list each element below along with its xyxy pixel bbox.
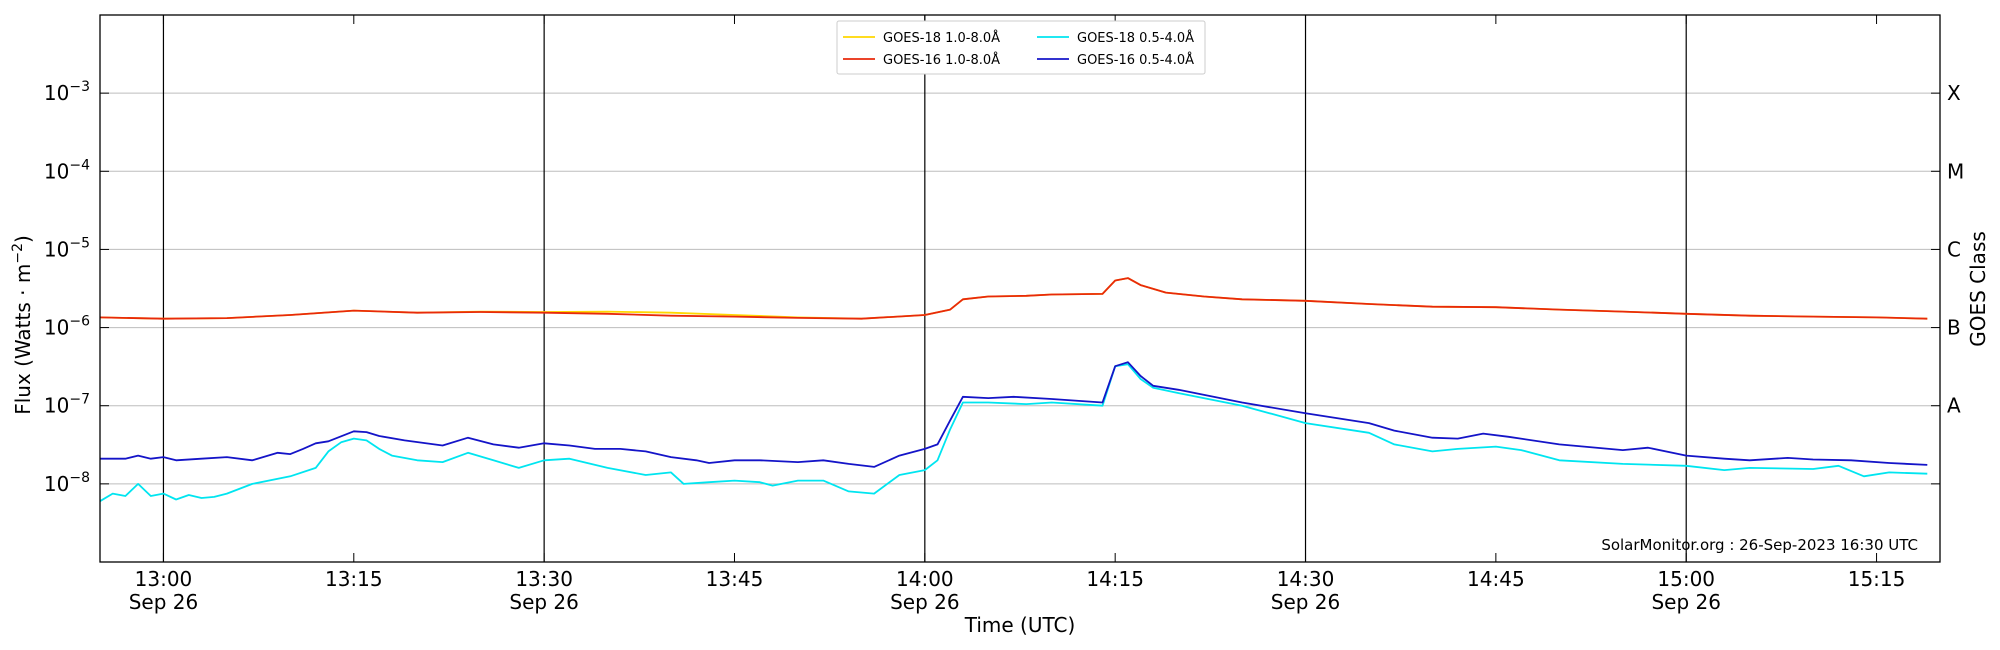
x-axis-label: Time (UTC)	[964, 613, 1076, 637]
y-tick-label: 10−4	[44, 157, 90, 183]
legend-label: GOES-16 0.5-4.0Å	[1077, 52, 1194, 68]
x-tick-sublabel: Sep 26	[129, 590, 199, 614]
x-tick-label: 14:15	[1086, 567, 1144, 591]
data-series	[99, 277, 1928, 502]
y-tick-label: 10−8	[44, 470, 90, 496]
y-axis-label-exponent: −2	[10, 243, 26, 264]
goes-class-label: M	[1947, 159, 1964, 183]
x-tick-sublabel: Sep 26	[1651, 590, 1721, 614]
x-tick-sublabel: Sep 26	[1271, 590, 1341, 614]
series-line	[99, 277, 1928, 320]
legend-label: GOES-18 1.0-8.0Å	[883, 30, 1000, 46]
goes-class-label: B	[1947, 316, 1961, 340]
legend-box	[836, 20, 1206, 75]
plot-frame	[99, 14, 1941, 563]
y-tick-label: 10−3	[44, 79, 90, 105]
x-tick-label: 14:45	[1467, 567, 1525, 591]
goes-class-axis-label: GOES Class	[1966, 231, 1990, 347]
x-tick-sublabel: Sep 26	[509, 590, 579, 614]
legend-label: GOES-16 1.0-8.0Å	[883, 52, 1000, 68]
series-line	[99, 363, 1928, 502]
goes-class-labels: A B C M X	[1947, 81, 1964, 418]
legend-label: GOES-18 0.5-4.0Å	[1077, 30, 1194, 46]
y-axis-ticks: 10−8 10−7 10−6 10−5 10−4 10−3	[44, 79, 1940, 496]
x-tick-label: 14:30	[1277, 567, 1335, 591]
y-axis-label: Flux (Watts · m−2)	[10, 235, 35, 415]
source-annotation: SolarMonitor.org : 26-Sep-2023 16:30 UTC	[1601, 536, 1918, 554]
x-tick-label: 14:00	[896, 567, 954, 591]
x-tick-label: 13:00	[135, 567, 193, 591]
series-line	[100, 361, 1928, 468]
y-tick-label: 10−6	[44, 314, 90, 340]
x-tick-sublabel: Sep 26	[890, 590, 960, 614]
y-axis-label-suffix: )	[11, 235, 35, 243]
goes-class-label: X	[1947, 81, 1961, 105]
x-tick-label: 13:15	[325, 567, 383, 591]
grid-lines	[100, 92, 1940, 485]
goes-class-label: A	[1947, 394, 1961, 418]
date-marker-lines	[162, 15, 1687, 562]
y-tick-label: 10−5	[44, 235, 90, 261]
y-tick-label: 10−7	[44, 392, 90, 418]
x-tick-label: 15:15	[1848, 567, 1906, 591]
x-tick-label: 13:30	[515, 567, 573, 591]
x-tick-label: 15:00	[1657, 567, 1715, 591]
x-tick-label: 13:45	[706, 567, 764, 591]
goes-class-label: C	[1947, 237, 1961, 261]
legend: GOES-18 1.0-8.0Å GOES-16 1.0-8.0Å GOES-18 …	[836, 20, 1206, 75]
